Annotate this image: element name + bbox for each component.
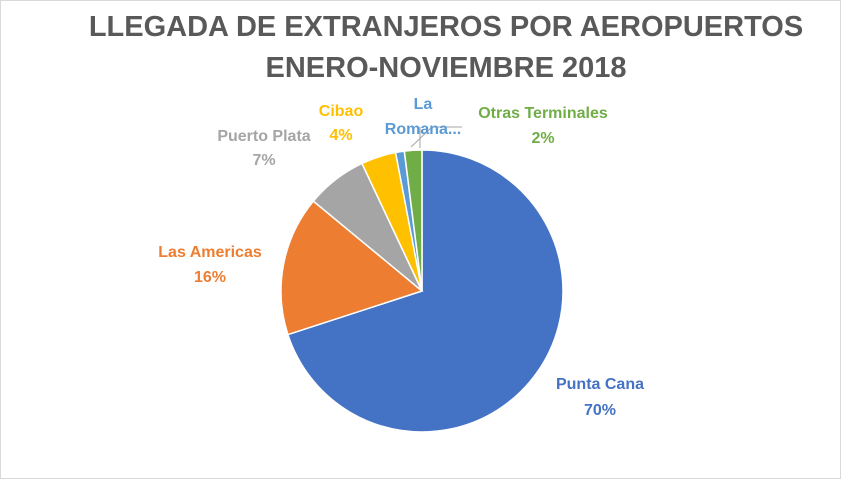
data-label-cibao: Cibao 4% — [319, 103, 364, 144]
leader-lines — [410, 126, 462, 148]
data-label-name-otras-terminales: Otras Terminales — [478, 105, 608, 122]
chart-subtitle: ENERO-NOVIEMBRE 2018 — [266, 52, 627, 84]
pie-slices — [280, 149, 564, 433]
pie-slice-otras-terminales — [403, 149, 423, 292]
chart-title: LLEGADA DE EXTRANJEROS POR AEROPUERTOS — [89, 11, 803, 43]
data-label-name-puerto-plata: Puerto Plata — [217, 128, 310, 145]
data-labels: Punta Cana 70% Las Americas 16% Puerto Plata… — [158, 96, 644, 419]
data-label-name-punta-cana: Punta Cana — [556, 376, 644, 393]
data-label-puerto-plata: Puerto Plata 7% — [217, 128, 310, 169]
data-label-la-romana: La Romana... — [385, 96, 461, 138]
pie-slice-punta-cana — [286, 149, 564, 433]
data-label-value-cibao: 4% — [329, 127, 352, 144]
data-label-name-la-romana: La — [414, 96, 433, 113]
data-label-name-las-americas: Las Americas — [158, 244, 262, 261]
leader-line-la-romana — [410, 126, 462, 148]
data-label-las-americas: Las Americas 16% — [158, 244, 262, 286]
data-label-value-punta-cana: 70% — [584, 402, 616, 419]
data-label-punta-cana: Punta Cana 70% — [556, 376, 644, 419]
data-label-value-puerto-plata: 7% — [252, 152, 275, 169]
data-label-name-cibao: Cibao — [319, 103, 364, 120]
pie-slice-las-americas — [280, 200, 424, 336]
data-label-value-la-romana: Romana... — [385, 121, 461, 138]
data-label-otras-terminales: Otras Terminales 2% — [478, 105, 608, 147]
data-label-value-las-americas: 16% — [194, 269, 226, 286]
data-label-value-otras-terminales: 2% — [531, 130, 554, 147]
